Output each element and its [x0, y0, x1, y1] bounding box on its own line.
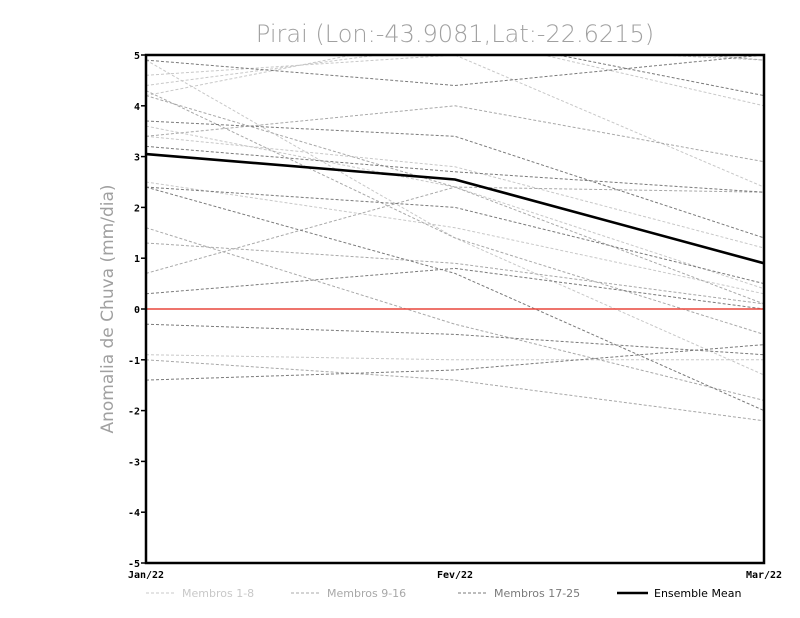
legend-item-members-1-8: Membros 1-8 [146, 587, 254, 600]
member-line-m18 [146, 120, 764, 239]
member-line-m20 [146, 267, 764, 310]
x-tick-label: Fev/22 [437, 570, 473, 581]
member-line-m17 [146, 55, 764, 87]
ensemble-members [146, 55, 764, 422]
y-tick-label: -3 [128, 457, 140, 468]
member-line-m22 [146, 344, 764, 381]
member-line-m5 [146, 55, 764, 86]
member-line-m23 [146, 145, 764, 193]
y-tick-label: -1 [128, 356, 140, 367]
member-line-m15 [146, 90, 764, 335]
y-tick-label: 2 [134, 203, 140, 214]
member-line-m13 [146, 105, 764, 163]
y-tick-label: 0 [134, 305, 140, 316]
legend-item-members-17-25: Membros 17-25 [458, 587, 580, 600]
y-tick-label: 3 [134, 153, 140, 164]
y-tick-label: 5 [134, 51, 140, 62]
legend-label: Ensemble Mean [654, 587, 741, 600]
legend-label: Membros 17-25 [494, 587, 580, 600]
legend-label: Membros 9-16 [327, 587, 406, 600]
member-line-m1 [146, 55, 764, 107]
member-line-m3 [146, 59, 764, 376]
legend-label: Membros 1-8 [182, 587, 254, 600]
member-line-m2 [146, 135, 764, 249]
member-line-m10 [146, 95, 764, 305]
y-axis-ticks: -5 -4 -3 -2 -1 0 1 2 3 4 5 [128, 51, 146, 570]
member-line-m19 [146, 186, 764, 285]
member-line-m16 [146, 242, 764, 305]
member-line-m6 [146, 125, 764, 290]
x-tick-label: Mar/22 [746, 570, 782, 581]
y-axis-label: Anomalia de Chuva (mm/dia) [98, 184, 118, 433]
y-tick-label: -4 [128, 508, 140, 519]
legend-item-members-9-16: Membros 9-16 [291, 587, 406, 600]
y-tick-label: -5 [128, 559, 140, 570]
member-line-m12 [146, 186, 764, 274]
y-tick-label: 4 [134, 102, 140, 113]
chart-title: Pirai (Lon:-43.9081,Lat:-22.6215) [256, 20, 654, 48]
member-line-m4 [146, 354, 764, 361]
y-tick-label: 1 [134, 254, 140, 265]
member-line-m25 [146, 186, 764, 412]
member-line-m21 [146, 323, 764, 356]
y-tick-label: -2 [128, 407, 140, 418]
member-line-m8 [146, 181, 764, 295]
ensemble-mean-line [145, 152, 765, 265]
legend: Membros 1-8 Membros 9-16 Membros 17-25 E… [146, 587, 741, 600]
member-line-m14 [146, 359, 764, 422]
x-tick-label: Jan/22 [128, 570, 164, 581]
member-line-m11 [146, 227, 764, 401]
legend-item-ensemble-mean: Ensemble Mean [617, 587, 741, 600]
